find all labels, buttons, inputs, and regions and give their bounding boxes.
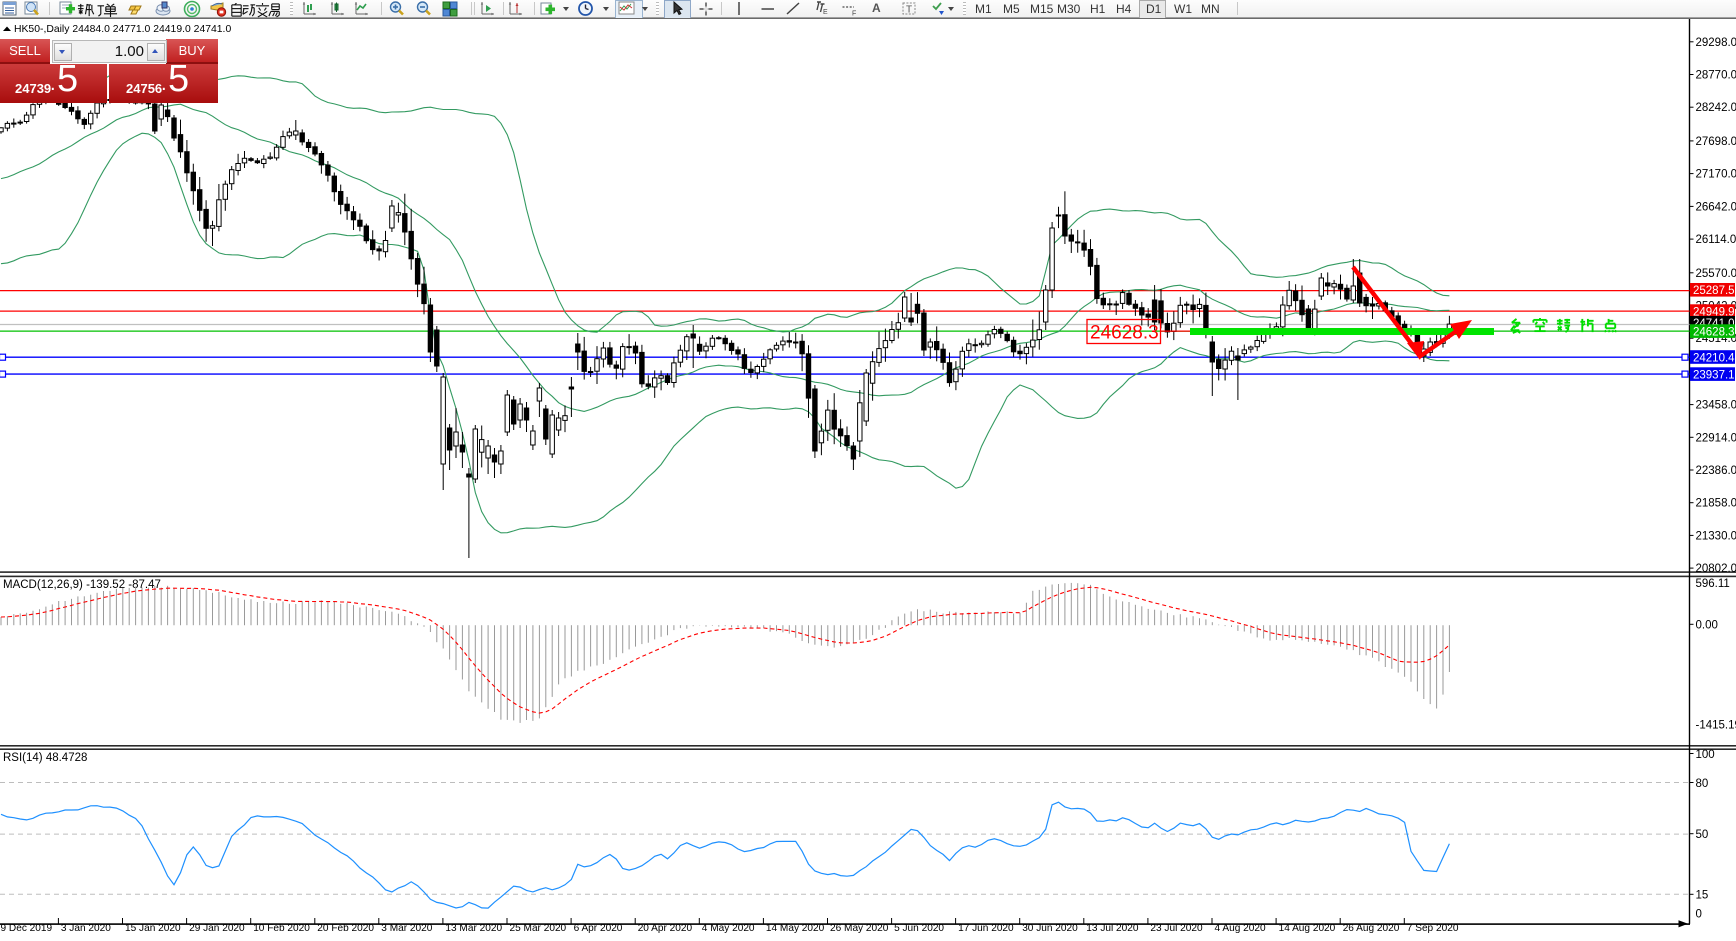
- svg-text:-1415.19: -1415.19: [1696, 720, 1736, 732]
- svg-text:21330.0: 21330.0: [1696, 530, 1736, 542]
- svg-text:80: 80: [1696, 778, 1709, 790]
- svg-text:0.00: 0.00: [1696, 619, 1718, 631]
- svg-text:T: T: [906, 5, 912, 16]
- svg-text:26 May 2020: 26 May 2020: [830, 923, 889, 934]
- svg-text:3 Mar 2020: 3 Mar 2020: [381, 923, 432, 934]
- svg-text:17 Jun 2020: 17 Jun 2020: [958, 923, 1014, 934]
- svg-text:0: 0: [1696, 909, 1702, 921]
- svg-text:23458.0: 23458.0: [1696, 400, 1736, 412]
- svg-text:26114.0: 26114.0: [1696, 234, 1736, 246]
- svg-text:26642.0: 26642.0: [1696, 201, 1736, 213]
- svg-text:3 Jan 2020: 3 Jan 2020: [61, 923, 111, 934]
- svg-text:4 Aug 2020: 4 Aug 2020: [1215, 923, 1266, 934]
- svg-text:HK50-,Daily 24484.0 24771.0 2: HK50-,Daily 24484.0 24771.0 24419.0 2474…: [14, 24, 231, 35]
- svg-text:13 Mar 2020: 13 Mar 2020: [445, 923, 502, 934]
- svg-text:22914.0: 22914.0: [1696, 432, 1736, 444]
- svg-text:27170.0: 27170.0: [1696, 169, 1736, 181]
- svg-text:50: 50: [1696, 829, 1709, 841]
- svg-text:100: 100: [1696, 749, 1715, 761]
- svg-text:28242.0: 28242.0: [1696, 102, 1736, 114]
- svg-text:RSI(14) 48.4728: RSI(14) 48.4728: [3, 752, 87, 764]
- svg-text:6 Apr 2020: 6 Apr 2020: [574, 923, 623, 934]
- svg-text:10 Feb 2020: 10 Feb 2020: [253, 923, 310, 934]
- svg-text:14 May 2020: 14 May 2020: [766, 923, 825, 934]
- svg-text:25570.0: 25570.0: [1696, 268, 1736, 280]
- svg-text:20802.0: 20802.0: [1696, 563, 1736, 575]
- svg-text:30 Jun 2020: 30 Jun 2020: [1022, 923, 1078, 934]
- svg-text:MACD(12,26,9) -139.52 -87.47: MACD(12,26,9) -139.52 -87.47: [3, 579, 161, 591]
- svg-text:4 May 2020: 4 May 2020: [702, 923, 755, 934]
- svg-text:28770.0: 28770.0: [1696, 70, 1736, 82]
- svg-text:26 Aug 2020: 26 Aug 2020: [1343, 923, 1400, 934]
- svg-text:22386.0: 22386.0: [1696, 465, 1736, 477]
- svg-text:7 Sep 2020: 7 Sep 2020: [1407, 923, 1459, 934]
- svg-text:15: 15: [1696, 890, 1709, 902]
- svg-text:25287.5: 25287.5: [1693, 285, 1735, 297]
- svg-text:29298.0: 29298.0: [1696, 37, 1736, 49]
- svg-text:29 Jan 2020: 29 Jan 2020: [189, 923, 245, 934]
- svg-text:14 Aug 2020: 14 Aug 2020: [1279, 923, 1336, 934]
- svg-text:596.11: 596.11: [1696, 578, 1730, 590]
- svg-text:24628.3: 24628.3: [1693, 326, 1735, 338]
- svg-text:9 Dec 2019: 9 Dec 2019: [1, 923, 53, 934]
- svg-text:24210.4: 24210.4: [1693, 352, 1735, 364]
- svg-text:20 Feb 2020: 20 Feb 2020: [317, 923, 374, 934]
- svg-text:13 Jul 2020: 13 Jul 2020: [1086, 923, 1139, 934]
- svg-text:5 Jun 2020: 5 Jun 2020: [894, 923, 944, 934]
- svg-text:24628.3: 24628.3: [1090, 323, 1159, 344]
- svg-text:15 Jan 2020: 15 Jan 2020: [125, 923, 181, 934]
- svg-text:27698.0: 27698.0: [1696, 136, 1736, 148]
- svg-text:21858.0: 21858.0: [1696, 498, 1736, 510]
- svg-text:23937.1: 23937.1: [1693, 369, 1735, 381]
- svg-text:23 Jul 2020: 23 Jul 2020: [1150, 923, 1203, 934]
- svg-text:25 Mar 2020: 25 Mar 2020: [510, 923, 567, 934]
- svg-text:E: E: [823, 9, 828, 16]
- svg-text:F: F: [852, 11, 856, 18]
- svg-text:20 Apr 2020: 20 Apr 2020: [638, 923, 693, 934]
